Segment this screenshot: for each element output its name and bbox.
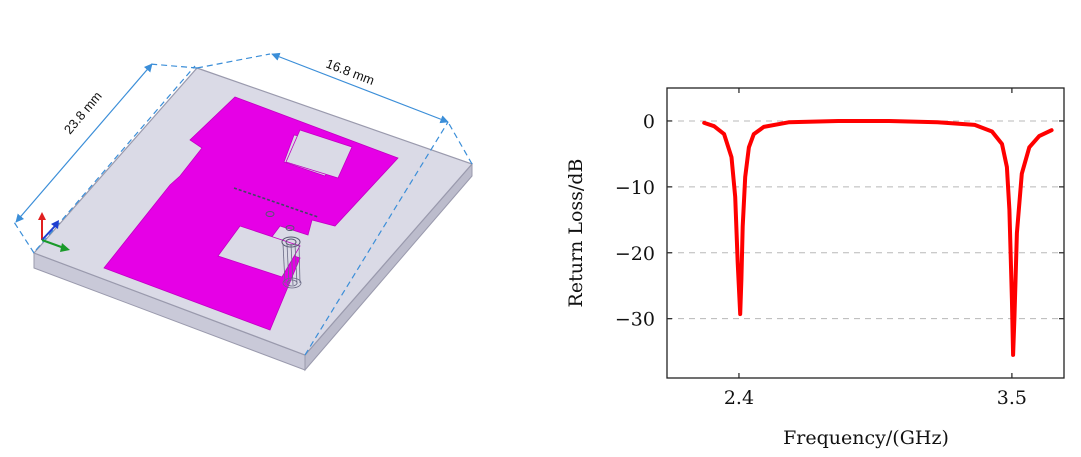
x-ticks: 2.4 3.5: [724, 88, 1027, 409]
x-tick-label: 3.5: [997, 387, 1027, 409]
patch-slot-lower: [217, 225, 301, 278]
patch-slot-upper: [285, 129, 353, 179]
y-axis-title: Return Loss/dB: [565, 159, 587, 308]
x-axis-title: Frequency/(GHz): [783, 427, 949, 449]
plot-frame: [666, 87, 1065, 379]
y-tick-label: −30: [615, 309, 655, 331]
y-tick-label: −10: [615, 177, 655, 199]
coordinate-axes-icon: [38, 212, 70, 252]
x-tick-label: 2.4: [724, 387, 754, 409]
coaxial-feed-probe: [282, 243, 302, 289]
series-line-return-loss: [702, 119, 1054, 357]
y-tick-label: −20: [615, 243, 655, 265]
return-loss-chart: 0 −10 −20 −30 2.4 3.5 Frequency/(GHz) Return…: [565, 87, 1065, 449]
antenna-model: 23.8 mm 16.8 mm: [13, 52, 474, 372]
length-dimension-label: 16.8 mm: [324, 56, 377, 88]
width-dimension-label: 23.8 mm: [61, 89, 105, 137]
y-ticks: 0 −10 −20 −30: [615, 111, 1064, 331]
y-tick-label: 0: [643, 111, 655, 133]
